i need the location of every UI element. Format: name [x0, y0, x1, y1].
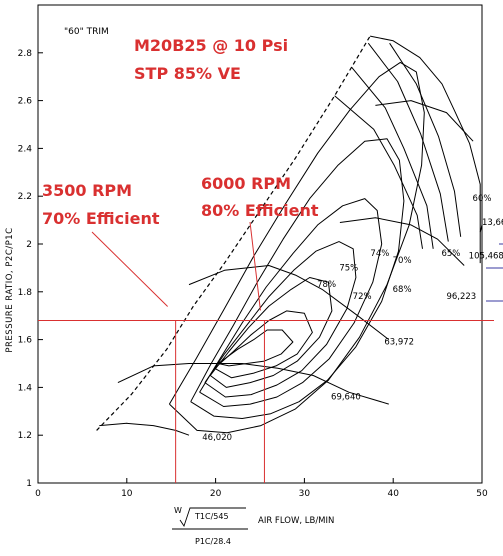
efficiency-label: 65%	[441, 249, 460, 259]
series-island-3	[209, 277, 333, 388]
series-island-7	[168, 61, 425, 434]
efficiency-label: 74%	[370, 249, 389, 259]
series-choke-boundary	[370, 35, 481, 264]
x-formula-numerator: T1C/545	[194, 512, 229, 521]
series-speed-13-669-tie	[479, 224, 483, 233]
y-tick-label: 1.4	[18, 383, 33, 393]
y-tick-label: 2	[26, 240, 32, 250]
low-rpm-line-2: 70% Efficient	[42, 209, 160, 228]
series-island-1	[218, 329, 294, 367]
efficiency-label: 60%	[473, 194, 492, 204]
series-speed-96-223	[339, 217, 465, 266]
series-fan-2	[351, 66, 434, 249]
x-axis-label: AIR FLOW, LB/MIN	[258, 516, 334, 526]
efficiency-label: 70%	[393, 256, 412, 266]
efficiency-label: 68%	[393, 285, 412, 295]
y-tick-label: 1.6	[18, 336, 33, 346]
y-tick-label: 1	[26, 479, 32, 489]
x-formula-denominator: P1C/28.4	[195, 537, 231, 546]
series-speed-46-020	[99, 422, 190, 436]
map-curves	[96, 35, 483, 436]
series-surge-line	[96, 35, 371, 431]
efficiency-label: 75%	[339, 263, 358, 273]
speed-line-label: 46,020	[202, 433, 232, 443]
speed-line-label: 63,972	[384, 337, 414, 347]
y-tick-label: 1.8	[18, 288, 33, 298]
y-tick-label: 2.8	[18, 49, 33, 59]
x-axis-formula: W T1C/545 P1C/28.4	[172, 506, 248, 546]
high-rpm-line-1: 6000 RPM	[201, 174, 291, 193]
heading-line-1: M20B25 @ 10 Psi	[134, 36, 288, 55]
efficiency-label: 72%	[353, 292, 372, 302]
x-tick-label: 0	[35, 489, 41, 499]
y-tick-label: 2.6	[18, 97, 33, 107]
low-rpm-line-1: 3500 RPM	[42, 181, 132, 200]
axis-ticks: 0 10 20 30 40 50 1 1.2 1.4 1.6 1.8 2 2.2 2.4 2.6 2.8	[18, 49, 488, 499]
x-formula-w: W	[174, 506, 182, 515]
x-tick-label: 20	[210, 489, 222, 499]
low-rpm-leader	[91, 231, 168, 307]
speed-line-label: 96,223	[446, 292, 476, 302]
x-tick-label: 40	[387, 489, 399, 499]
x-tick-label: 10	[121, 489, 133, 499]
edge-marks	[486, 243, 503, 302]
x-formula-sqrt	[179, 507, 246, 528]
speed-line-label: 13,669	[482, 218, 503, 228]
series-speed-105-468	[375, 100, 474, 142]
speed-line-label: 105,468	[469, 251, 503, 261]
speed-line-label: 69,640	[331, 392, 361, 402]
series-fan-1	[334, 95, 423, 249]
annotations: M20B25 @ 10 Psi STP 85% VE 3500 RPM 70% …	[42, 36, 319, 228]
y-tick-label: 2.2	[18, 192, 32, 202]
high-rpm-line-2: 80% Efficient	[201, 201, 319, 220]
x-tick-label: 30	[299, 489, 311, 499]
heading-line-2: STP 85% VE	[134, 64, 241, 83]
efficiency-label: 78%	[317, 280, 336, 290]
y-tick-label: 2.4	[18, 144, 33, 154]
high-rpm-leader	[249, 221, 261, 311]
series-island-2	[214, 310, 313, 379]
y-tick-label: 1.2	[18, 431, 32, 441]
series-speed-69-640	[188, 265, 390, 340]
y-axis-label: PRESSURE RATIO, P2C/P1C	[5, 227, 15, 352]
series-speed-63-972	[117, 363, 389, 405]
series-fan-3	[367, 42, 449, 242]
map-labels: 60% 65% 70% 74% 75%78% 72% 68% 46,020 63,972 69,6…	[202, 194, 503, 443]
chart-title: "60" TRIM	[64, 27, 109, 37]
operating-lines	[38, 221, 494, 483]
x-tick-label: 50	[476, 489, 488, 499]
series-fan-4	[389, 42, 462, 237]
series-island-5	[199, 198, 383, 407]
